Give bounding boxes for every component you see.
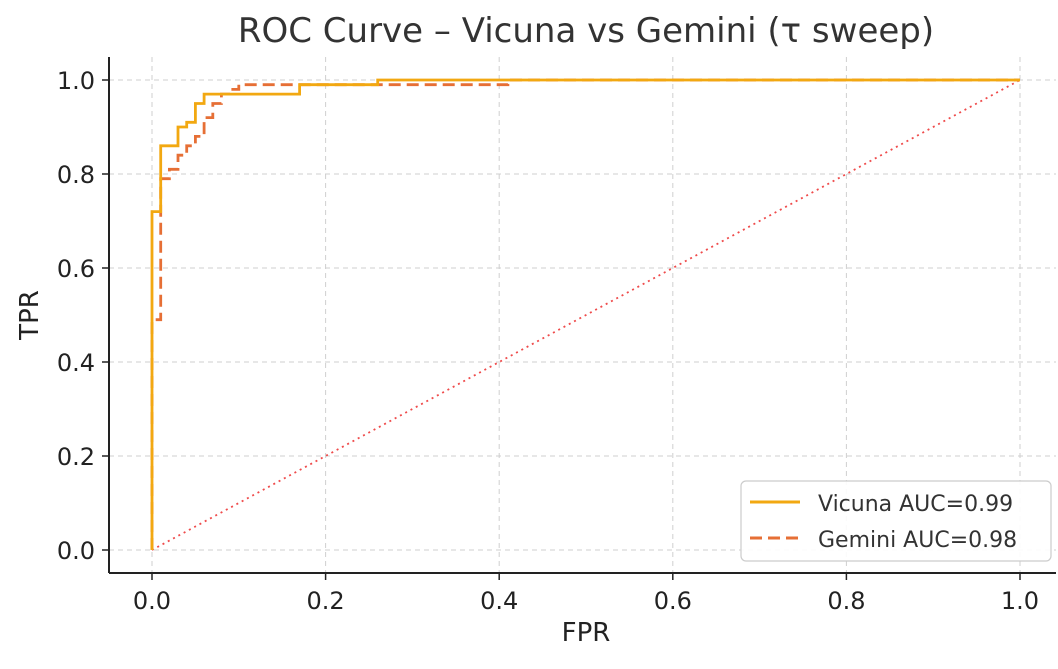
legend-box [740,480,1052,562]
axes [108,57,1056,574]
x-tick-label-0: 0.0 [133,587,171,615]
chance-diagonal-line [151,79,1021,551]
x-tick-label-1: 0.2 [307,587,345,615]
legend-label-gemini: Gemini AUC=0.98 [818,528,1017,553]
y-tick-label-0: 0.0 [57,537,95,565]
x-tick-label-4: 0.8 [827,587,865,615]
y-tick-label-3: 0.6 [57,255,95,283]
x-tick-label-5: 1.0 [1001,587,1039,615]
chart-title: ROC Curve – Vicuna vs Gemini (τ sweep) [238,11,934,51]
series-layer [150,78,1020,550]
y-tick-label-1: 0.2 [57,443,95,471]
y-tick-label-2: 0.4 [57,349,95,377]
y-tick-label-4: 0.8 [57,161,95,189]
x-tick-label-3: 0.6 [654,587,692,615]
y-axis-label: TPR [15,290,45,341]
reference-line-layer [151,79,1021,551]
grid-lines [109,57,1056,573]
series-line-vicuna [150,78,1020,550]
series-line-gemini [150,78,1020,550]
x-tick-label-2: 0.4 [480,587,518,615]
tick-labels: 0.0 0.2 0.4 0.6 0.8 1.0 0.0 0.2 0.4 0.6 0.8 1.0 [57,67,1039,615]
legend-label-vicuna: Vicuna AUC=0.99 [818,492,1013,517]
x-axis-label: FPR [562,618,611,648]
y-tick-label-5: 1.0 [57,67,95,95]
legend: Vicuna AUC=0.99 Gemini AUC=0.98 [740,480,1052,562]
